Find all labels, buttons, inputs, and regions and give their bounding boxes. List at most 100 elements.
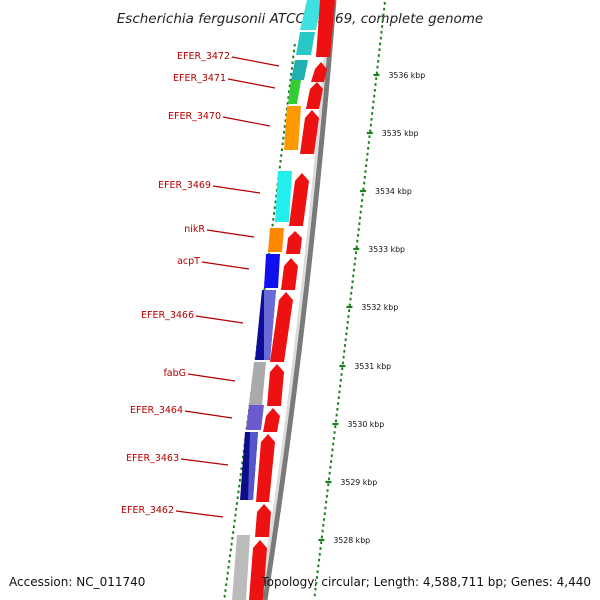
gc-dot [241,455,244,459]
gc-dot [359,216,362,220]
gc-dot [231,537,234,540]
gc-dot [282,136,285,140]
gene-label-efer-3469[interactable]: EFER_3469 [158,180,211,191]
gc-dot [367,141,370,144]
gc-dot [371,106,374,109]
forward-gene-7[interactable] [281,258,298,290]
gene-fabg-feature[interactable] [249,362,266,405]
gene-efer-3471-feature[interactable] [291,60,308,80]
gc-dot [365,158,368,162]
forward-gene-10[interactable] [263,408,280,432]
gene-nikr-feature[interactable] [268,228,284,252]
gc-dot [315,582,318,585]
gene-leader-line-efer-3466 [195,315,244,324]
gc-dot [281,142,284,146]
gc-dot [288,84,291,88]
forward-gene-6[interactable] [286,231,302,254]
gc-dot [325,500,328,504]
gc-dot [378,48,381,51]
gc-dot [233,519,236,523]
gene-efer-3464-feature[interactable] [246,405,264,430]
gc-dot [343,350,346,353]
gc-dot [382,13,385,17]
gc-dot [239,473,242,476]
forward-gene-11[interactable] [256,434,275,502]
gc-dot [337,396,340,399]
gene-label-nikr[interactable]: nikR [184,224,205,235]
gc-dot [366,152,369,156]
gene-leader-line-efer-3470 [222,116,271,127]
gene-leader-line-efer-3462 [175,510,224,518]
forward-gene-9[interactable] [267,364,284,406]
gc-dot [321,529,324,533]
gc-dot [320,535,323,539]
gc-dot [232,531,235,534]
gc-dot [238,479,241,482]
gc-dot [377,54,380,57]
topology-text: Topology: circular; Length: 4,588,711 bp… [260,575,591,589]
gc-dot [223,595,226,598]
gc-dot [280,154,283,157]
gc-dot [352,268,355,272]
gene-label-efer-3472[interactable]: EFER_3472 [177,51,230,62]
gc-dot [283,131,286,134]
gene-label-efer-3466[interactable]: EFER_3466 [141,310,194,321]
gc-dot [370,118,373,121]
gc-dot [352,274,355,278]
gene-efer-3466-feature-shade[interactable] [264,290,276,360]
gc-dot [360,205,363,208]
gc-dot [328,471,331,475]
gc-dot [349,297,352,301]
forward-gene-3[interactable] [306,82,323,109]
gc-dot [314,587,317,591]
gc-dot [327,477,330,481]
gc-dot [237,490,240,494]
gc-dot [381,25,384,28]
gc-dot [333,431,336,434]
gene-acpt-feature[interactable] [264,254,280,288]
gc-dot [375,77,378,80]
gc-dot [347,315,350,318]
gc-dot [291,61,294,64]
forward-gene-5[interactable] [289,173,309,226]
gc-dot [345,332,348,336]
gene-efer-3471-green-feature[interactable] [288,80,301,104]
gene-label-efer-3464[interactable]: EFER_3464 [130,405,183,416]
gc-dot [369,129,372,133]
gene-efer-3463-feature-shade[interactable] [248,432,258,500]
gene-efer-3462-feature[interactable] [232,535,250,600]
gc-dot [359,210,362,214]
forward-gene-8[interactable] [270,292,293,362]
gc-dot [225,583,228,586]
gc-dot [372,100,375,104]
gene-efer-3470-feature[interactable] [284,106,301,150]
forward-gene-2[interactable] [311,62,327,82]
gene-label-layer: EFER_3472 EFER_3471 EFER_3470 EFER_3469 nikR… [121,51,280,518]
gene-efer-3472-feature[interactable] [300,0,322,30]
gc-dot [238,484,241,488]
gene-label-efer-3463[interactable]: EFER_3463 [126,453,179,464]
gc-dot [355,245,358,249]
gc-dot [278,165,281,169]
gene-label-fabg[interactable]: fabG [163,368,186,379]
gc-dot [327,483,330,486]
gc-content-outer-track [313,2,386,597]
gene-label-efer-3471[interactable]: EFER_3471 [173,73,226,84]
gc-dot [331,448,334,452]
forward-gene-4[interactable] [300,110,319,154]
gene-label-efer-3462[interactable]: EFER_3462 [121,505,174,516]
kbp-label-0: 3536 kbp [388,71,425,80]
gc-dot [232,525,235,528]
forward-gene-13[interactable] [249,540,267,600]
gc-dot [313,593,316,597]
gene-label-acpt[interactable]: acpT [177,256,200,267]
gene-efer-3469-feature[interactable] [275,171,292,222]
kbp-label-3: 3533 kbp [368,245,405,254]
forward-gene-1[interactable] [316,0,335,57]
gc-dot [320,541,323,544]
gene-efer-3472-feature-lower[interactable] [296,32,315,55]
gc-dot [224,589,227,592]
gene-label-efer-3470[interactable]: EFER_3470 [168,111,221,122]
forward-gene-12[interactable] [255,504,271,537]
